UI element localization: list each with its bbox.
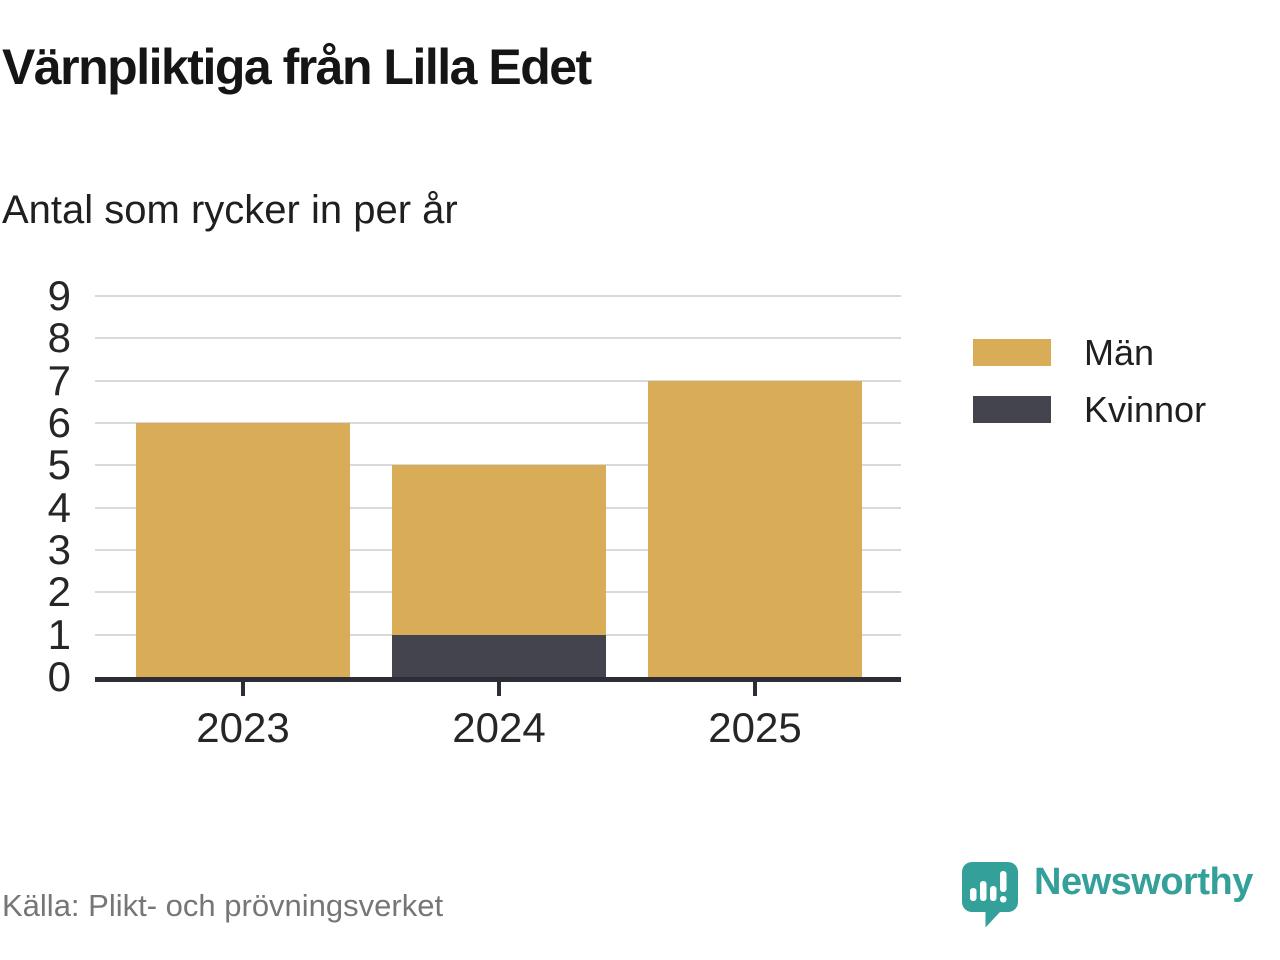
y-tick-label: 3	[47, 526, 71, 573]
y-tick-label: 9	[47, 272, 71, 319]
gridline	[95, 295, 901, 297]
x-tick-label: 2024	[452, 704, 546, 751]
brand-wordmark: Newsworthy	[1034, 861, 1253, 903]
legend-label: Kvinnor	[1084, 388, 1207, 430]
x-tick-label: 2023	[196, 704, 290, 751]
x-tick-label: 2025	[708, 704, 802, 751]
legend-item-män: Män	[973, 324, 1206, 381]
x-tick	[753, 682, 757, 696]
chart-speech-bubble-icon	[962, 862, 1018, 928]
legend-item-kvinnor: Kvinnor	[973, 381, 1206, 438]
gridline	[95, 379, 901, 382]
bar-segment-män-2023	[136, 423, 350, 677]
bar-segment-kvinnor-2024	[392, 634, 606, 677]
chart-title: Värnpliktiga från Lilla Edet	[2, 39, 592, 95]
gridline	[95, 422, 901, 424]
y-tick-label: 8	[47, 314, 71, 362]
y-tick-label: 1	[47, 610, 71, 658]
gridline	[95, 337, 901, 340]
x-tick	[241, 682, 245, 696]
legend-label: Män	[1084, 331, 1155, 373]
y-tick-label: 5	[47, 441, 71, 489]
brand-logo: Newsworthy	[962, 862, 1253, 928]
y-tick-label: 4	[47, 483, 71, 531]
legend: Män Kvinnor	[973, 324, 1206, 438]
y-tick-label: 7	[47, 356, 71, 404]
plot-area	[95, 295, 901, 677]
y-tick-label: 6	[47, 399, 71, 446]
bar-segment-män-2024	[392, 465, 606, 635]
legend-swatch	[973, 339, 1051, 366]
y-tick-label: 2	[47, 568, 71, 616]
x-tick	[497, 682, 501, 696]
y-tick-label: 0	[47, 653, 71, 700]
x-axis-line	[95, 677, 901, 682]
source-note: Källa: Plikt- och prövningsverket	[2, 888, 444, 923]
legend-swatch	[973, 396, 1051, 423]
chart-subtitle: Antal som rycker in per år	[2, 188, 458, 232]
bar-segment-män-2025	[648, 380, 862, 677]
